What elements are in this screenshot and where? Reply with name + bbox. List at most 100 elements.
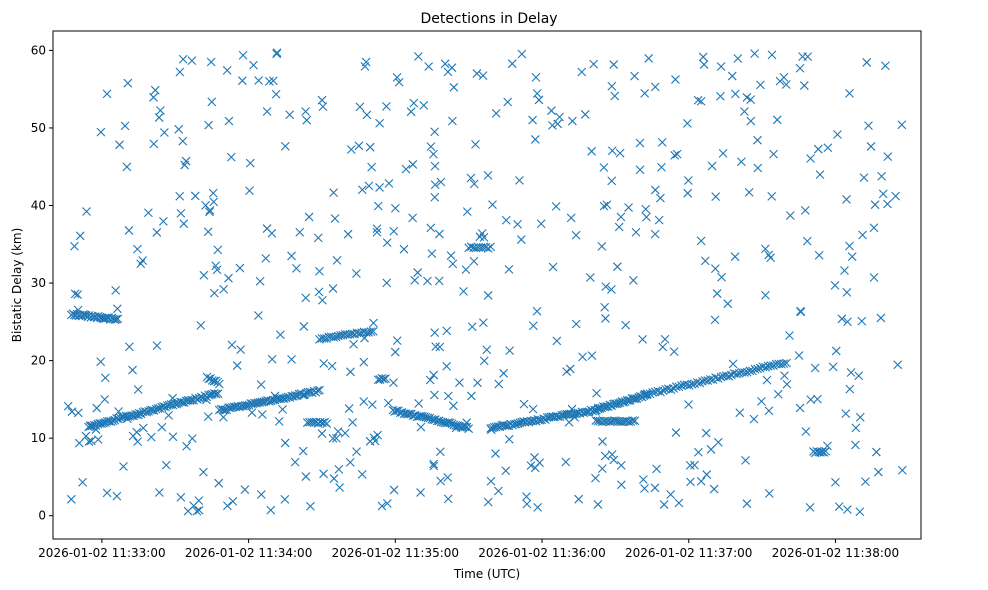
data-point [796,307,806,317]
data-point [133,385,143,394]
data-point [70,289,80,299]
data-point [203,227,213,237]
data-point [642,390,652,400]
data-point [742,499,752,509]
y-tick-label: 10 [31,431,46,445]
data-point [390,347,400,357]
x-axis: 2026-01-02 11:33:00 2026-01-02 11:34:00 20… [38,539,899,560]
data-point [240,485,250,495]
data-point [290,457,300,467]
data-point [262,107,272,116]
data-point [313,233,323,243]
data-point [436,476,446,486]
data-point [187,434,197,443]
data-point [806,395,816,404]
data-point [304,212,314,222]
data-point [302,115,312,125]
data-point [677,381,686,390]
data-point [227,403,237,412]
data-point [845,241,854,251]
data-point [205,205,215,215]
data-point [346,367,355,377]
data-point [434,229,444,239]
data-point [377,373,387,383]
data-point [209,376,219,386]
data-point [555,112,564,122]
data-point [218,405,228,415]
data-point [419,101,429,110]
data-point [254,76,264,85]
data-point [567,116,577,126]
data-point [113,314,123,324]
data-point [740,107,749,116]
data-point [182,441,191,451]
data-point [73,408,83,418]
data-point [854,371,864,381]
data-point [631,227,641,237]
data-point [477,229,487,238]
data-point [224,116,234,126]
data-point [146,432,156,442]
data-point [392,73,402,82]
data-point [278,405,287,414]
data-point [446,251,456,261]
data-point [598,437,607,446]
data-point [753,135,762,145]
data-point [426,223,436,233]
data-point [399,244,409,254]
data-point [640,89,650,98]
data-point [248,399,258,409]
data-point [834,502,844,511]
data-point [354,141,364,151]
data-point [730,252,740,262]
data-point [373,201,383,211]
data-point [683,176,693,185]
data-point [507,59,517,69]
data-point [471,139,480,149]
data-point [403,409,413,419]
data-point [795,63,805,73]
data-point [600,302,610,312]
x-tick-label: 2026-01-02 11:33:00 [38,546,165,560]
data-point [327,361,337,371]
data-point [213,389,223,398]
data-point [599,201,609,211]
data-point [206,57,216,67]
data-point [466,173,476,183]
data-point [462,207,472,217]
data-point [859,173,869,183]
data-point [345,457,355,467]
data-point [178,54,188,64]
data-point [740,368,749,377]
y-tick-label: 20 [31,354,46,368]
data-point [84,437,94,446]
data-point [373,430,383,440]
data-point [168,432,178,442]
data-point [831,477,840,487]
data-point [314,287,324,297]
data-point [565,364,575,374]
data-point [630,71,639,81]
data-point [394,77,404,87]
data-point [734,369,744,378]
data-point [687,379,697,389]
data-point [522,499,532,509]
data-point [328,433,338,443]
data-point [133,437,142,447]
data-point [429,390,439,400]
data-point [530,135,540,144]
data-point [383,398,393,408]
data-point [520,417,530,427]
data-point [601,314,610,323]
data-point [843,505,852,514]
data-point [851,423,861,433]
data-point [266,396,276,406]
data-point [814,250,824,260]
data-point [421,412,431,422]
data-point [185,396,195,406]
data-point [528,321,538,331]
data-point [762,375,772,385]
data-point [578,352,587,362]
data-point [766,253,775,263]
data-point [483,497,493,507]
